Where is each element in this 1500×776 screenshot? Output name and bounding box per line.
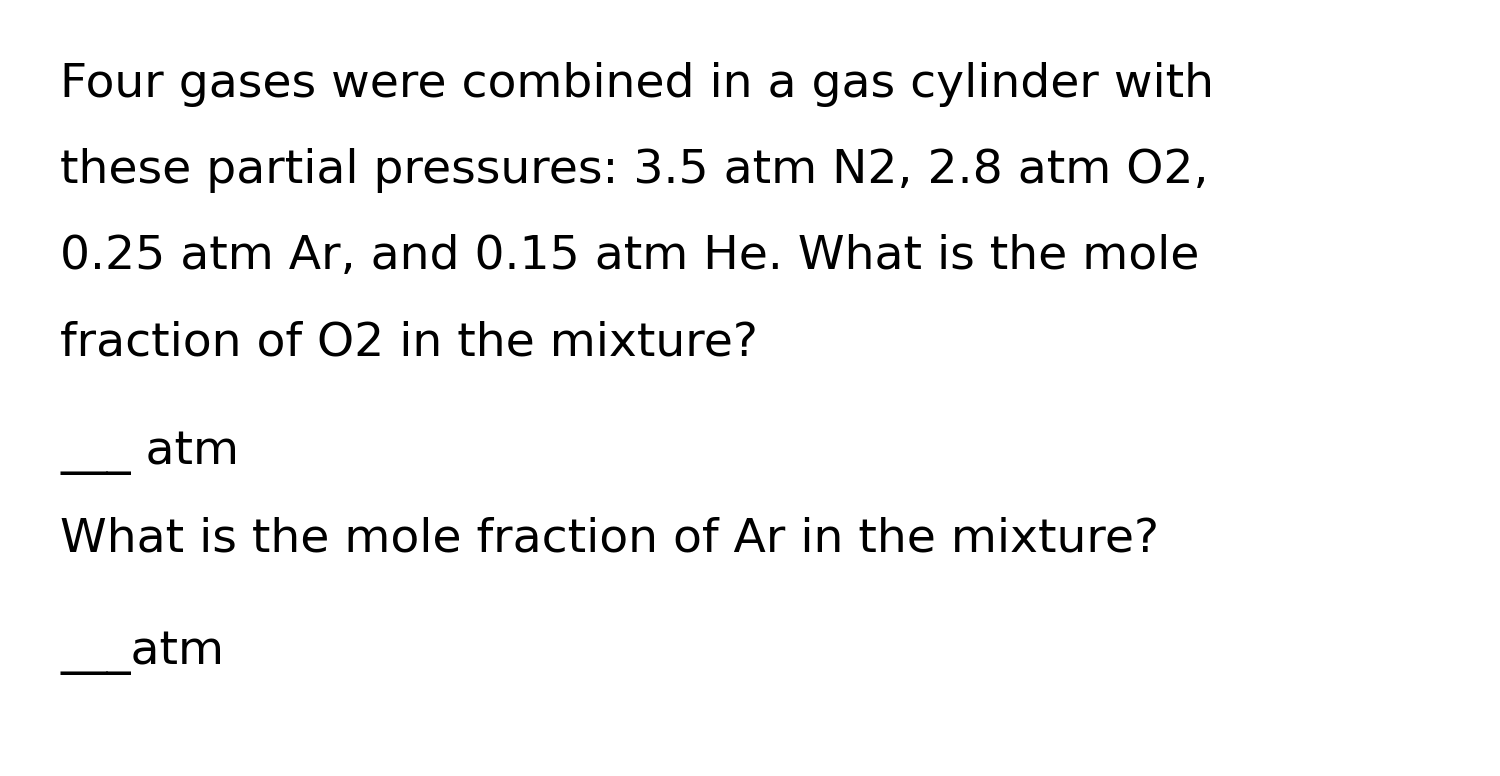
Text: What is the mole fraction of Ar in the mixture?: What is the mole fraction of Ar in the m… (60, 516, 1160, 561)
Text: ___ atm: ___ atm (60, 430, 238, 475)
Text: 0.25 atm Ar, and 0.15 atm He. What is the mole: 0.25 atm Ar, and 0.15 atm He. What is th… (60, 234, 1200, 279)
Text: ___atm: ___atm (60, 630, 223, 675)
Text: Four gases were combined in a gas cylinder with: Four gases were combined in a gas cylind… (60, 62, 1214, 107)
Text: these partial pressures: 3.5 atm N2, 2.8 atm O2,: these partial pressures: 3.5 atm N2, 2.8… (60, 148, 1209, 193)
Text: fraction of O2 in the mixture?: fraction of O2 in the mixture? (60, 320, 758, 365)
